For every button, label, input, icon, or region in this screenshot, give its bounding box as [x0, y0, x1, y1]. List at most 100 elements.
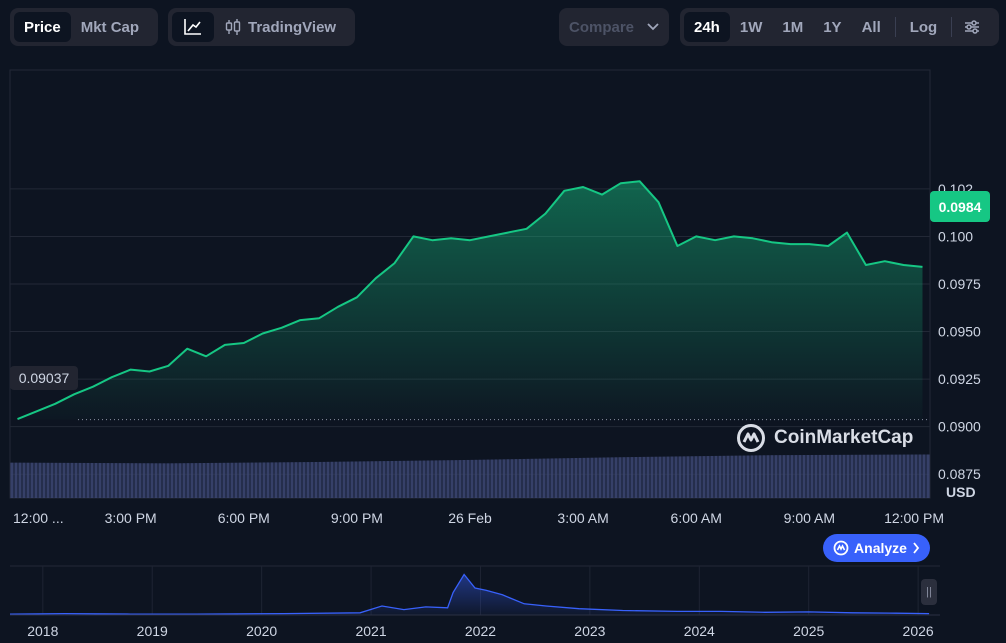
volume-bar	[566, 458, 570, 498]
volume-bar	[206, 462, 210, 498]
volume-bar	[746, 455, 750, 498]
volume-bar	[570, 458, 574, 498]
volume-bar	[926, 454, 930, 498]
range-1y[interactable]: 1Y	[823, 18, 842, 36]
x-tick-label: 12:00 ...	[13, 510, 64, 526]
volume-bar	[34, 462, 38, 498]
volume-bar	[610, 457, 614, 498]
navigator-year-label: 2022	[465, 623, 496, 639]
volume-bar	[490, 459, 494, 498]
compare-label: Compare	[569, 18, 635, 36]
volume-bar	[306, 462, 310, 498]
volume-bar	[554, 458, 558, 498]
watermark: CoinMarketCap	[736, 423, 913, 453]
volume-bar	[802, 455, 806, 498]
volume-bar	[334, 461, 338, 498]
volume-bar	[110, 463, 114, 498]
volume-bar	[374, 461, 378, 498]
volume-bar	[750, 455, 754, 498]
volume-bar	[370, 461, 374, 498]
volume-bar	[822, 454, 826, 498]
volume-bar	[358, 461, 362, 498]
chevron-down-icon	[647, 23, 659, 31]
volume-bar	[838, 454, 842, 498]
sliders-icon	[965, 20, 980, 34]
volume-bar	[542, 458, 546, 498]
volume-bar	[234, 462, 238, 498]
volume-bar	[274, 462, 278, 498]
volume-bar	[26, 462, 30, 498]
volume-bar	[622, 457, 626, 498]
volume-bar	[886, 454, 890, 498]
currency-label: USD	[946, 484, 976, 500]
volume-bar	[350, 461, 354, 498]
volume-bar	[574, 458, 578, 498]
volume-bar	[474, 459, 478, 498]
volume-bar	[286, 462, 290, 498]
compare-dropdown[interactable]: Compare	[559, 8, 669, 46]
volume-bar	[594, 457, 598, 498]
volume-bar	[530, 458, 534, 498]
volume-bar	[390, 460, 394, 498]
volume-bar	[630, 457, 634, 498]
volume-bar	[758, 455, 762, 498]
analyze-button[interactable]: Analyze	[823, 534, 930, 562]
volume-bar	[866, 454, 870, 498]
volume-bar	[302, 462, 306, 498]
volume-bar	[178, 463, 182, 498]
navigator-year-label: 2024	[684, 623, 715, 639]
volume-bar	[150, 463, 154, 498]
x-tick-label: 26 Feb	[448, 510, 492, 526]
range-1m[interactable]: 1M	[782, 18, 804, 36]
tradingview-button[interactable]: TradingView	[214, 12, 346, 42]
volume-bar	[498, 459, 502, 498]
range-24h[interactable]: 24h	[684, 12, 730, 42]
current-price-badge: 0.0984	[930, 191, 990, 222]
volume-bar	[310, 462, 314, 498]
watermark-text: CoinMarketCap	[774, 427, 914, 448]
navigator-handle[interactable]: ||	[921, 579, 937, 605]
volume-bar	[790, 455, 794, 498]
volume-bar	[114, 463, 118, 498]
volume-bar	[54, 462, 58, 498]
volume-bar	[738, 455, 742, 498]
settings-button[interactable]	[956, 12, 988, 42]
volume-bar	[326, 461, 330, 498]
tab-price[interactable]: Price	[14, 12, 71, 42]
volume-bar	[42, 462, 46, 498]
volume-bar	[338, 461, 342, 498]
tab-mkt-cap[interactable]: Mkt Cap	[80, 18, 140, 36]
volume-bar	[262, 462, 266, 498]
volume-bar	[522, 458, 526, 498]
volume-bar	[494, 459, 498, 498]
volume-bar	[526, 458, 530, 498]
range-all[interactable]: All	[861, 18, 881, 36]
y-tick-label: 0.100	[938, 228, 973, 244]
volume-bar	[210, 462, 214, 498]
volume-bar	[458, 460, 462, 498]
log-scale-button[interactable]: Log	[909, 18, 938, 36]
navigator-line	[9, 573, 930, 615]
line-chart-button[interactable]	[172, 12, 214, 42]
range-1w[interactable]: 1W	[739, 18, 763, 36]
volume-bar	[710, 455, 714, 498]
volume-bar	[426, 460, 430, 498]
volume-bar	[258, 462, 262, 498]
volume-bar	[598, 457, 602, 498]
volume-bar	[882, 454, 886, 498]
volume-bar	[162, 463, 166, 498]
volume-bar	[266, 462, 270, 498]
volume-bar	[654, 456, 658, 498]
x-tick-label: 6:00 PM	[218, 510, 270, 526]
volume-bar	[546, 458, 550, 498]
volume-bar	[814, 454, 818, 498]
volume-bar	[118, 463, 122, 498]
volume-bar	[518, 459, 522, 498]
volume-bar	[74, 462, 78, 498]
volume-bar	[46, 462, 50, 498]
volume-bar	[422, 460, 426, 498]
volume-bar	[406, 460, 410, 498]
volume-bar	[30, 462, 34, 498]
volume-bar	[146, 463, 150, 498]
